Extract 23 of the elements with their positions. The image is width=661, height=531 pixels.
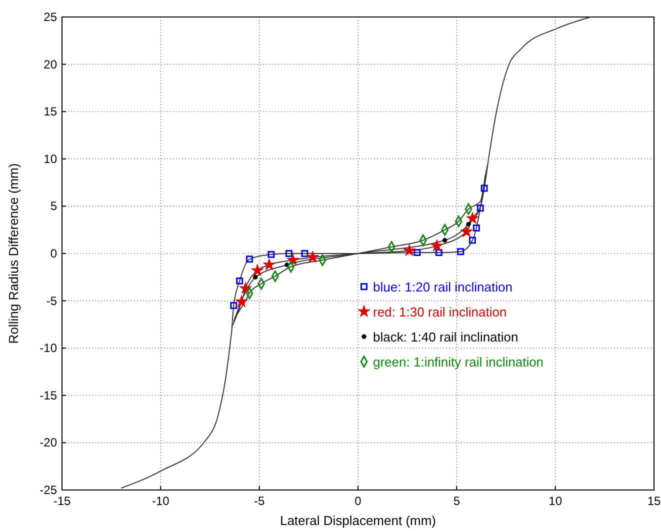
y-tick-label: -20 [40, 436, 58, 450]
x-axis-title: Lateral Displacement (mm) [280, 513, 436, 528]
x-tick-label: 5 [453, 494, 460, 508]
y-tick-label: 20 [44, 57, 58, 72]
x-tick-label: -5 [254, 494, 265, 508]
legend-label: black: 1:40 rail inclination [373, 330, 518, 345]
x-tick-label: 15 [647, 494, 661, 508]
y-tick-label: -25 [40, 483, 58, 497]
y-axis-title: Rolling Radius Difference (mm) [6, 163, 21, 344]
legend-label: blue: 1:20 rail inclination [373, 280, 512, 295]
y-tick-label: 5 [50, 199, 58, 214]
y-tick-label: -15 [40, 388, 58, 402]
x-tick-label: 0 [354, 494, 362, 508]
y-tick-label: 0 [50, 246, 58, 260]
y-tick-label: -5 [46, 294, 58, 308]
legend-label: red: 1:30 rail inclination [373, 304, 507, 320]
x-tick-label: -10 [152, 494, 170, 508]
x-tick-label: 10 [548, 494, 562, 508]
y-tick-label: 15 [44, 104, 58, 119]
y-tick-label: -10 [40, 341, 58, 356]
y-tick-label: 10 [44, 152, 58, 166]
legend-label: green: 1:infinity rail inclination [373, 354, 544, 370]
y-tick-label: 25 [44, 10, 58, 24]
